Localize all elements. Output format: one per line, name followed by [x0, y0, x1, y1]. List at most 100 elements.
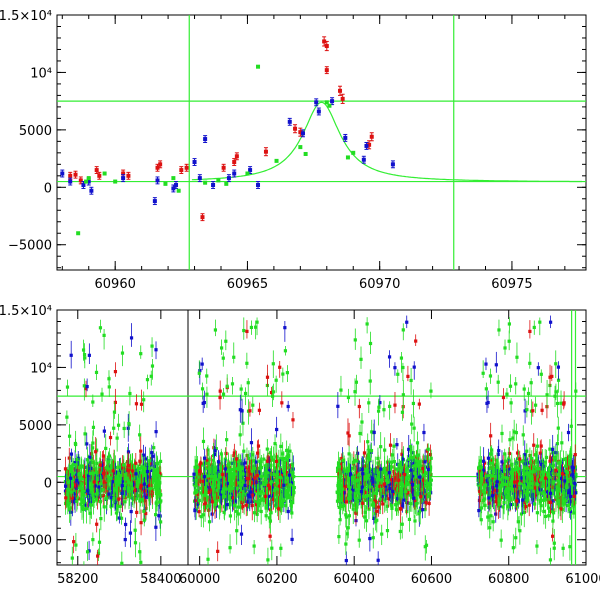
bottom-data-point	[117, 424, 120, 427]
bottom-data-point	[111, 480, 114, 483]
bottom-data-point	[267, 484, 270, 487]
bottom-data-point	[134, 472, 137, 475]
bottom-data-point	[376, 457, 379, 460]
bottom-data-point	[74, 442, 77, 445]
bottom-data-point	[341, 487, 344, 490]
bottom-data-point	[65, 416, 68, 419]
bottom-data-point	[389, 444, 392, 447]
top-data-point	[68, 174, 72, 178]
bottom-data-point	[401, 523, 404, 526]
bottom-data-point	[82, 348, 85, 351]
bottom-data-point	[275, 379, 278, 382]
bottom-data-point	[105, 497, 108, 500]
bottom-data-point	[279, 547, 282, 550]
top-data-point	[81, 183, 85, 187]
bottom-data-point	[424, 460, 427, 463]
bottom-data-point	[211, 512, 214, 515]
bottom-data-point	[89, 472, 92, 475]
bottom-xtick-label: 58200	[57, 572, 98, 587]
bottom-data-point	[399, 508, 402, 511]
bottom-data-point	[382, 408, 385, 411]
bottom-data-point	[287, 405, 290, 408]
bottom-data-point	[80, 464, 83, 467]
bottom-data-point	[124, 523, 127, 526]
bottom-data-point	[117, 466, 120, 469]
bottom-data-point	[285, 494, 288, 497]
bottom-data-point	[265, 507, 268, 510]
bottom-data-point	[349, 494, 352, 497]
top-data-point	[177, 189, 181, 193]
top-data-point	[68, 180, 72, 184]
bottom-data-point	[258, 460, 261, 463]
top-data-point	[364, 144, 368, 148]
bottom-data-point	[126, 469, 129, 472]
top-data-point	[298, 145, 302, 149]
top-data-point	[232, 172, 236, 176]
bottom-data-point	[121, 484, 124, 487]
bottom-data-point	[418, 402, 421, 405]
bottom-data-point	[273, 489, 276, 492]
bottom-data-point	[388, 487, 391, 490]
bottom-data-point	[245, 362, 248, 365]
bottom-data-point	[214, 503, 217, 506]
top-data-point	[338, 89, 342, 93]
bottom-data-point	[224, 467, 227, 470]
bottom-data-point	[214, 328, 217, 331]
bottom-data-point	[372, 593, 375, 596]
bottom-data-point	[225, 487, 228, 490]
bottom-data-point	[242, 329, 245, 332]
bottom-data-point	[369, 379, 372, 382]
bottom-xtick-label: 60400	[334, 572, 375, 587]
bottom-data-point	[129, 532, 132, 535]
bottom-data-point	[413, 427, 416, 430]
bottom-data-point	[98, 541, 101, 544]
bottom-data-point	[366, 322, 369, 325]
top-data-point	[391, 162, 395, 166]
top-data-point	[89, 189, 93, 193]
bottom-data-point	[70, 453, 73, 456]
bottom-data-point	[112, 497, 115, 500]
bottom-data-point	[150, 344, 153, 347]
bottom-xtick-label: 61000	[565, 572, 600, 587]
top-data-point	[317, 109, 321, 113]
bottom-data-point	[229, 514, 232, 517]
bottom-data-point	[287, 454, 290, 457]
bottom-data-point	[240, 409, 243, 412]
bottom-data-point	[353, 390, 356, 393]
top-data-point	[193, 160, 197, 164]
bottom-data-point	[415, 502, 418, 505]
bottom-data-point	[372, 536, 375, 539]
top-data-point	[87, 176, 91, 180]
top-data-point	[264, 150, 268, 154]
bottom-data-point	[270, 547, 273, 550]
bottom-data-point	[157, 514, 160, 517]
bottom-data-point	[74, 543, 77, 546]
bottom-data-point	[360, 420, 363, 423]
bottom-data-point	[72, 540, 75, 543]
bottom-data-point	[86, 489, 89, 492]
bottom-data-point	[256, 500, 259, 503]
bottom-data-point	[232, 593, 235, 596]
bottom-data-point	[123, 487, 126, 490]
bottom-data-point	[70, 491, 73, 494]
bottom-data-point	[64, 496, 67, 499]
top-data-point	[341, 97, 345, 101]
bottom-data-point	[273, 442, 276, 445]
bottom-data-point	[269, 520, 272, 523]
bottom-data-point	[253, 467, 256, 470]
bottom-data-point	[365, 519, 368, 522]
bottom-data-point	[281, 372, 284, 375]
bottom-data-point	[146, 378, 149, 381]
bottom-data-point	[402, 328, 405, 331]
bottom-data-point	[239, 433, 242, 436]
bottom-data-point	[288, 474, 291, 477]
bottom-data-point	[343, 491, 346, 494]
bottom-data-point	[112, 469, 115, 472]
bottom-data-point	[373, 431, 376, 434]
top-data-point	[74, 173, 78, 177]
bottom-data-point	[257, 444, 260, 447]
bottom-data-point	[139, 561, 142, 564]
bottom-data-point	[412, 402, 415, 405]
bottom-data-point	[401, 411, 404, 414]
top-data-point	[211, 183, 215, 187]
